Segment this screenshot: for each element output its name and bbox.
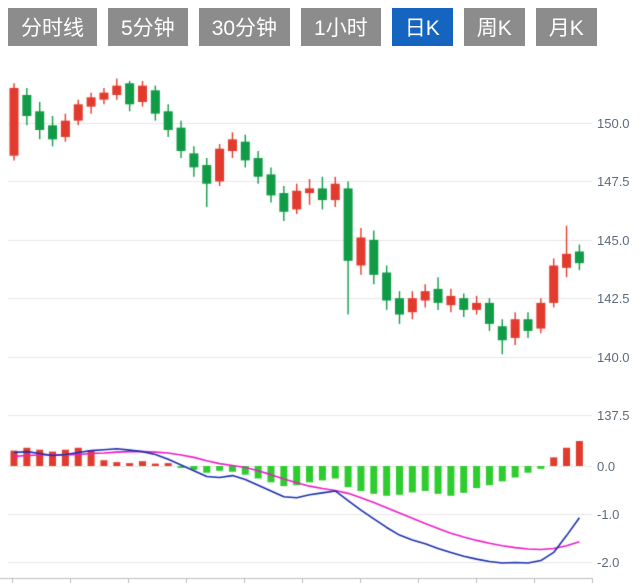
tab-daily-k[interactable]: 日K bbox=[391, 8, 453, 46]
macd-axis-label: 0.0 bbox=[597, 458, 616, 474]
tab-time-sharing[interactable]: 分时线 bbox=[8, 8, 97, 46]
macd-axis-label: -2.0 bbox=[597, 554, 620, 570]
macd-axis-label: -1.0 bbox=[597, 506, 620, 522]
chart-area: 150.0 147.5 145.0 142.5 140.0 137.5 0.0 -1.0 -2.… bbox=[0, 48, 640, 583]
price-axis-label: 140.0 bbox=[597, 349, 630, 365]
tab-30min[interactable]: 30分钟 bbox=[198, 8, 291, 46]
tab-weekly-k[interactable]: 周K bbox=[463, 8, 525, 46]
price-axis-label: 137.5 bbox=[597, 407, 630, 423]
tab-monthly-k[interactable]: 月K bbox=[535, 8, 597, 46]
price-axis-label: 147.5 bbox=[597, 173, 630, 189]
price-axis-label: 150.0 bbox=[597, 115, 630, 131]
price-axis-label: 145.0 bbox=[597, 232, 630, 248]
candlestick-macd-chart[interactable] bbox=[0, 48, 640, 583]
interval-tabbar: 分时线 5分钟 30分钟 1小时 日K 周K 月K bbox=[0, 0, 640, 46]
price-axis-label: 142.5 bbox=[597, 290, 630, 306]
tab-5min[interactable]: 5分钟 bbox=[108, 8, 188, 46]
tab-1hour[interactable]: 1小时 bbox=[301, 8, 381, 46]
